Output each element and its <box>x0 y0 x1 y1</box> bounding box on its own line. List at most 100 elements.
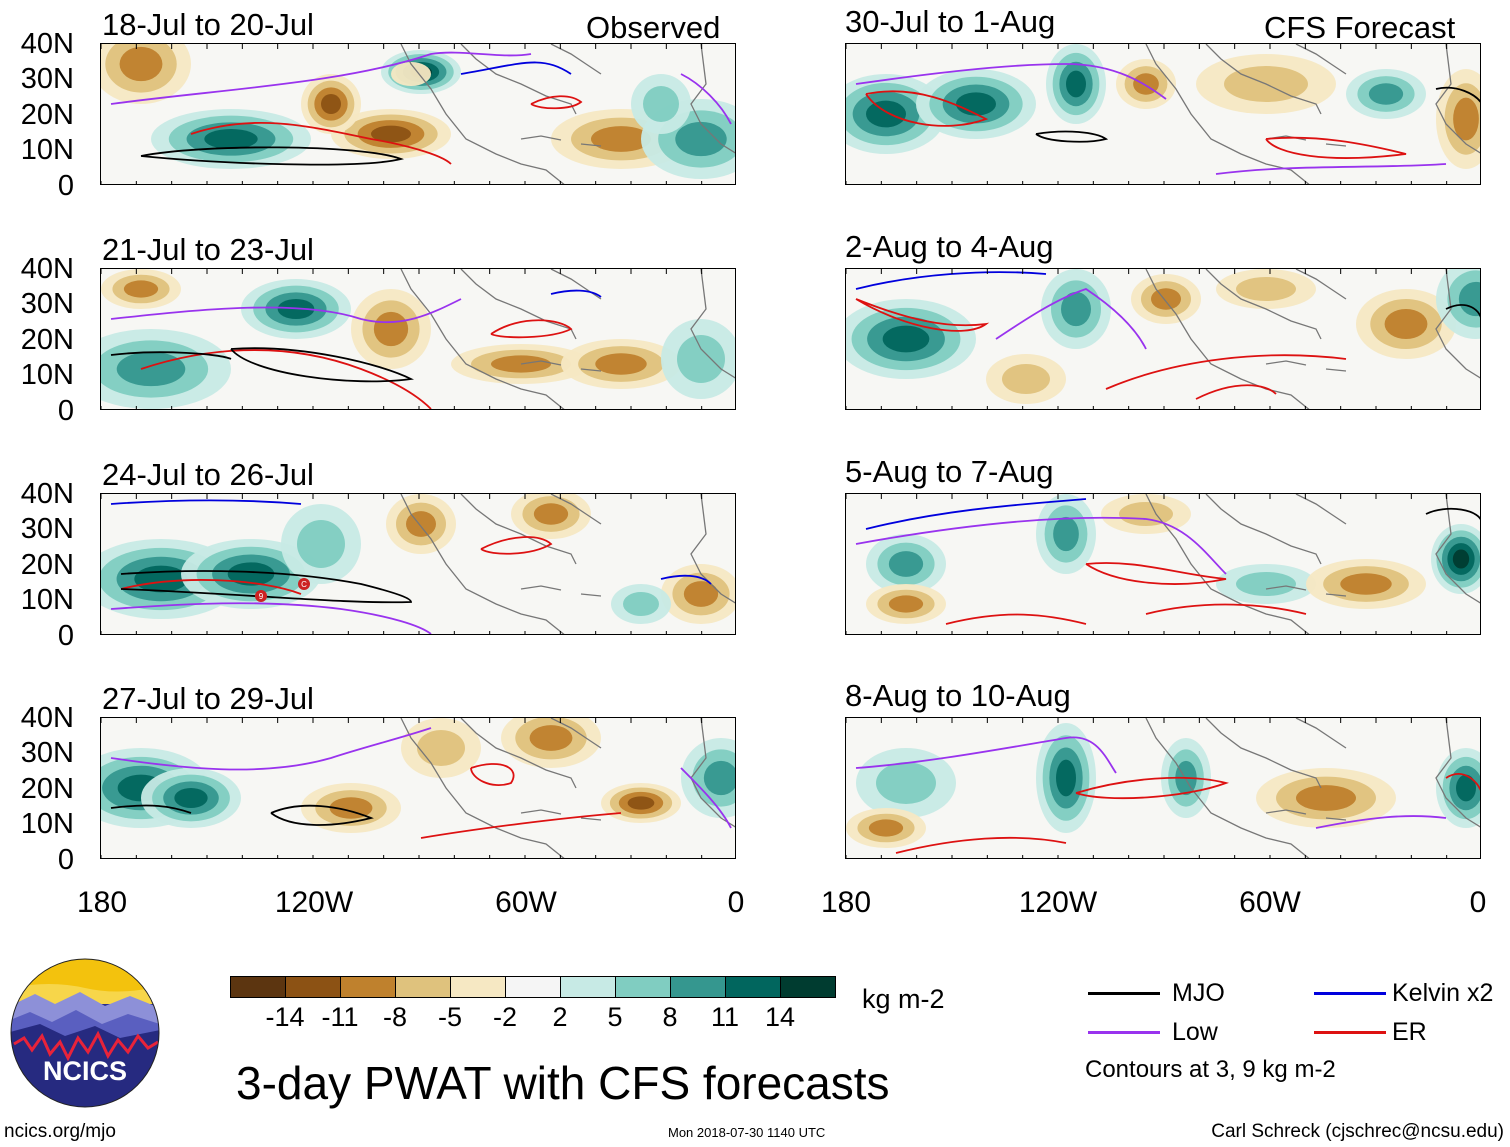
pwat-field <box>101 718 735 858</box>
dry-anomaly <box>123 280 159 298</box>
moist-anomaly <box>134 565 188 593</box>
mjo-contour <box>110 351 232 360</box>
map-panel-forecast-2 <box>845 268 1481 410</box>
lat-label: 20N <box>20 549 74 581</box>
er-contour <box>490 319 573 339</box>
dry-anomaly <box>1151 288 1181 310</box>
er-contour <box>530 95 583 110</box>
moist-anomaly <box>204 129 258 149</box>
map-panel-forecast-3 <box>845 493 1481 635</box>
map-panel-observed-1 <box>100 43 736 185</box>
moist-anomaly <box>675 121 727 157</box>
lat-label: 30N <box>20 513 74 545</box>
moist-anomaly <box>956 92 996 116</box>
lon-label: 120W <box>274 886 354 919</box>
dry-anomaly <box>683 581 719 607</box>
lon-label: 0 <box>1469 886 1487 919</box>
footer-author: Carl Schreck (cjschrec@ncsu.edu) <box>1211 1121 1504 1142</box>
dry-anomaly <box>321 94 341 114</box>
coastline <box>1145 494 1480 634</box>
legend-label-er: ER <box>1392 1018 1427 1046</box>
low-contour <box>1315 815 1447 829</box>
dry-anomaly <box>1002 364 1050 394</box>
dry-anomaly <box>591 126 651 152</box>
er-contour <box>120 579 302 595</box>
moist-anomaly <box>1458 281 1480 317</box>
er-contour <box>1075 776 1230 800</box>
colorbar-swatch <box>230 976 286 998</box>
er-contour <box>190 121 452 165</box>
colorbar-tick-label: 5 <box>607 1002 623 1032</box>
logo-text: NCICS <box>43 1056 127 1086</box>
low-contour <box>680 767 732 829</box>
kelvin-contour <box>460 61 572 75</box>
lat-label: 0 <box>57 395 74 427</box>
legend-line-er <box>1314 1031 1386 1034</box>
pwat-field <box>846 718 1480 858</box>
dry-anomaly <box>406 511 436 537</box>
colorbar-units: kg m-2 <box>862 984 945 1014</box>
contour-note: Contours at 3, 9 kg m-2 <box>1085 1056 1336 1083</box>
colorbar-tick-label: -5 <box>437 1002 462 1032</box>
main-title: 3-day PWAT with CFS forecasts <box>236 1057 890 1109</box>
colorbar-tick-label: 14 <box>764 1002 796 1032</box>
lat-label: 0 <box>57 620 74 652</box>
lon-label: 180 <box>76 886 128 919</box>
dry-anomaly <box>868 819 904 837</box>
low-contour <box>680 73 732 125</box>
low-contour <box>855 516 1227 575</box>
dry-anomaly <box>1384 309 1428 339</box>
lon-label: 0 <box>727 886 745 919</box>
tropical-storm-marker <box>255 590 267 602</box>
coastline <box>1145 269 1480 409</box>
colorbar-swatch <box>450 976 506 998</box>
colorbar-swatch <box>505 976 561 998</box>
mjo-contour <box>110 804 192 814</box>
dry-anomaly <box>595 353 647 375</box>
colorbar-tick-label: 2 <box>552 1002 568 1032</box>
mjo-contour <box>270 804 374 826</box>
kelvin-contour <box>865 498 1087 530</box>
dry-anomaly <box>417 730 465 766</box>
legend-line-mjo <box>1088 992 1160 995</box>
legend-line-kelvin <box>1314 992 1386 995</box>
lat-label: 10N <box>20 808 74 840</box>
moist-anomaly <box>1053 516 1079 552</box>
moist-anomaly <box>1236 572 1296 596</box>
er-contour <box>1195 384 1277 400</box>
mjo-contour <box>230 347 415 383</box>
lat-label: 20N <box>20 773 74 805</box>
moist-anomaly <box>116 351 186 387</box>
legend-line-low <box>1088 1031 1160 1034</box>
mjo-contour <box>1035 130 1109 143</box>
moist-anomaly <box>882 325 930 353</box>
colorbar-tick-label: -2 <box>492 1002 517 1032</box>
dry-anomaly <box>533 503 569 525</box>
dry-anomaly <box>1340 573 1392 595</box>
colorbar-tick-label: -8 <box>382 1002 407 1032</box>
mjo-contour <box>140 146 405 166</box>
kelvin-contour <box>660 574 712 585</box>
storm-marker-label: C <box>301 580 307 589</box>
er-contour <box>1265 136 1407 159</box>
er-contour <box>140 349 432 409</box>
moist-anomaly <box>1061 291 1091 327</box>
colorbar-swatch <box>780 976 836 998</box>
map-panel-observed-4 <box>100 717 736 859</box>
pwat-field <box>101 269 735 409</box>
colorbar-tick-label: 8 <box>662 1002 678 1032</box>
moist-anomaly <box>1066 70 1086 98</box>
pwat-field <box>846 269 1480 409</box>
dry-anomaly <box>371 125 411 143</box>
dry-anomaly <box>1453 97 1479 141</box>
moist-anomaly <box>677 335 725 383</box>
moist-anomaly <box>876 762 936 804</box>
er-contour <box>1145 603 1307 615</box>
panel-title-observed-3: 24-Jul to 26-Jul <box>102 457 314 492</box>
panel-title-forecast-4: 8-Aug to 10-Aug <box>845 678 1071 713</box>
low-contour <box>855 63 1167 100</box>
moist-anomaly <box>643 86 679 122</box>
dry-anomaly <box>119 46 163 82</box>
legend-label-low: Low <box>1172 1018 1218 1046</box>
dry-anomaly <box>373 311 409 347</box>
